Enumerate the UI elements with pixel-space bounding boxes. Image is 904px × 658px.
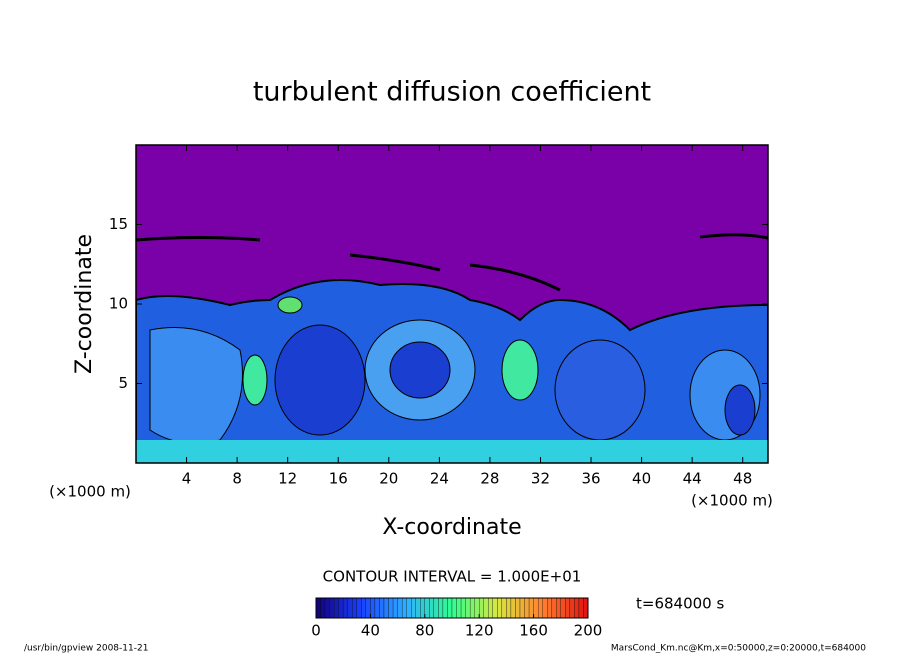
footer-right: MarsCond_Km.nc@Km,x=0:50000,z=0:20000,t=… <box>611 644 866 654</box>
chart-title: turbulent diffusion coefficient <box>253 77 651 108</box>
colorbar-stripe <box>501 597 507 619</box>
x-tick-label: 44 <box>683 470 702 488</box>
colorbar-tick-label: 40 <box>361 622 380 640</box>
colorbar-stripe <box>361 597 367 619</box>
y-tick-label: 15 <box>109 215 128 233</box>
colorbar-stripe <box>537 597 543 619</box>
colorbar-stripe <box>433 597 439 619</box>
colorbar-stripe <box>456 597 462 619</box>
colorbar-stripe <box>547 597 552 619</box>
colorbar-stripe <box>483 597 489 619</box>
x-unit-label: (×1000 m) <box>49 483 131 501</box>
colorbar-stripe <box>343 597 348 619</box>
colorbar-stripe <box>420 597 425 619</box>
colorbar-stripe <box>551 597 557 619</box>
colorbar-stripe <box>397 597 403 619</box>
colorbar-stripe <box>560 597 566 619</box>
colorbar-stripe <box>374 597 380 619</box>
x-tick-label: 36 <box>581 470 600 488</box>
colorbar-stripe <box>383 597 389 619</box>
colorbar-stripe <box>565 597 571 619</box>
x-tick-label: 4 <box>182 470 192 488</box>
colorbar-stripe <box>574 597 580 619</box>
y-tick-label: 5 <box>118 374 128 392</box>
colorbar-stripe <box>451 597 457 619</box>
colorbar-stripe <box>524 597 530 619</box>
colorbar-frame <box>315 597 589 619</box>
colorbar-stripe <box>497 597 503 619</box>
colorbar-stripe <box>415 597 421 619</box>
x-tick-label: 28 <box>480 470 499 488</box>
colorbar-stripe <box>506 597 512 619</box>
x-unit-label: (×1000 m) <box>691 492 773 510</box>
colorbar-stripe <box>324 597 330 619</box>
contour-interval: CONTOUR INTERVAL = 1.000E+01 <box>323 568 582 586</box>
colorbar-stripe <box>528 597 534 619</box>
colorbar-stripe <box>465 597 471 619</box>
x-tick-label: 40 <box>632 470 651 488</box>
x-tick-label: 12 <box>278 470 297 488</box>
y-axis-label: Z-coordinate <box>72 234 97 374</box>
colorbar-tick-label: 200 <box>574 622 603 640</box>
colorbar-stripe <box>442 597 448 619</box>
colorbar-stripe <box>347 597 353 619</box>
colorbar-stripe <box>379 597 385 619</box>
colorbar-stripe <box>411 597 416 619</box>
colorbar-stripe <box>429 597 435 619</box>
colorbar-stripe <box>542 597 548 619</box>
time-label: t=684000 s <box>636 595 724 613</box>
colorbar-stripe <box>315 597 321 619</box>
colorbar-tick-label: 120 <box>465 622 494 640</box>
colorbar-stripe <box>352 597 357 619</box>
colorbar-stripe <box>492 597 498 619</box>
x-tick-label: 24 <box>430 470 449 488</box>
colorbar-tick-label: 160 <box>519 622 548 640</box>
x-axis-label: X-coordinate <box>382 515 521 540</box>
colorbar-stripe <box>447 597 453 619</box>
colorbar-stripe <box>320 597 326 619</box>
colorbar-stripe <box>488 597 493 619</box>
colorbar-stripe <box>370 597 376 619</box>
colorbar-stripe <box>406 597 412 619</box>
x-tick-label: 32 <box>531 470 550 488</box>
colorbar-stripe <box>519 597 525 619</box>
colorbar-stripe <box>569 597 575 619</box>
x-tick-label: 8 <box>232 470 242 488</box>
x-tick-label: 16 <box>329 470 348 488</box>
colorbar-stripe <box>533 597 539 619</box>
colorbar-stripe <box>356 597 362 619</box>
colorbar-stripe <box>556 597 561 619</box>
colorbar-stripe <box>515 597 521 619</box>
x-tick-label: 20 <box>379 470 398 488</box>
colorbar-stripe <box>438 597 444 619</box>
x-tick-label: 48 <box>733 470 752 488</box>
colorbar-stripe <box>510 597 516 619</box>
colorbar-stripe <box>392 597 398 619</box>
colorbar-stripe <box>365 597 371 619</box>
colorbar-tick-label: 80 <box>415 622 434 640</box>
colorbar-stripe <box>479 597 484 619</box>
colorbar-stripe <box>583 597 589 619</box>
colorbar-stripe <box>329 597 335 619</box>
colorbar-stripe <box>460 597 466 619</box>
colorbar-stripe <box>469 597 475 619</box>
colorbar-stripe <box>338 597 344 619</box>
colorbar-stripe <box>333 597 339 619</box>
colorbar-stripe <box>578 597 584 619</box>
footer-left: /usr/bin/gpview 2008-11-21 <box>24 644 148 654</box>
contour-field <box>136 145 768 463</box>
colorbar-stripe <box>388 597 394 619</box>
colorbar-stripe <box>401 597 407 619</box>
colorbar-stripe <box>474 597 480 619</box>
colorbar-stripe <box>424 597 430 619</box>
y-tick-label: 10 <box>109 295 128 313</box>
colorbar-tick-label: 0 <box>311 622 321 640</box>
